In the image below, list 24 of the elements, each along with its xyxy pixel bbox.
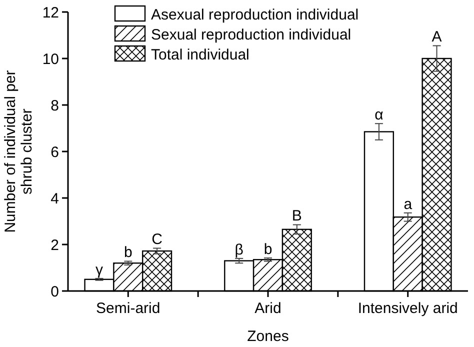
legend-label: Asexual reproduction individual bbox=[151, 6, 359, 24]
data-label: A bbox=[432, 28, 442, 46]
data-label: a bbox=[404, 196, 413, 213]
y-tick-label: 12 bbox=[42, 4, 59, 22]
y-tick-label: 4 bbox=[50, 190, 59, 208]
data-label: β bbox=[234, 241, 244, 258]
data-label: b bbox=[124, 244, 132, 262]
legend-label: Sexual reproduction individual bbox=[151, 26, 352, 44]
y-tick-label: 8 bbox=[50, 97, 59, 114]
data-label: γ bbox=[95, 261, 104, 278]
y-tick-label: 10 bbox=[42, 50, 59, 68]
y-tick-label: 2 bbox=[50, 236, 59, 254]
y-tick-label: 6 bbox=[50, 144, 59, 161]
data-label: b bbox=[264, 240, 272, 258]
legend-label: Total individual bbox=[151, 46, 250, 64]
y-tick-label: 0 bbox=[50, 283, 59, 300]
data-label: B bbox=[292, 208, 302, 225]
x-axis-title: Zones bbox=[247, 328, 289, 345]
x-tick-label: Semi-arid bbox=[96, 300, 160, 317]
y-axis-title: Number of individual per shrub cluster bbox=[2, 70, 36, 233]
x-tick-label: Arid bbox=[254, 300, 282, 317]
x-tick-label: Intensively arid bbox=[358, 300, 458, 317]
data-label: C bbox=[152, 231, 163, 248]
data-label: α bbox=[374, 106, 384, 124]
